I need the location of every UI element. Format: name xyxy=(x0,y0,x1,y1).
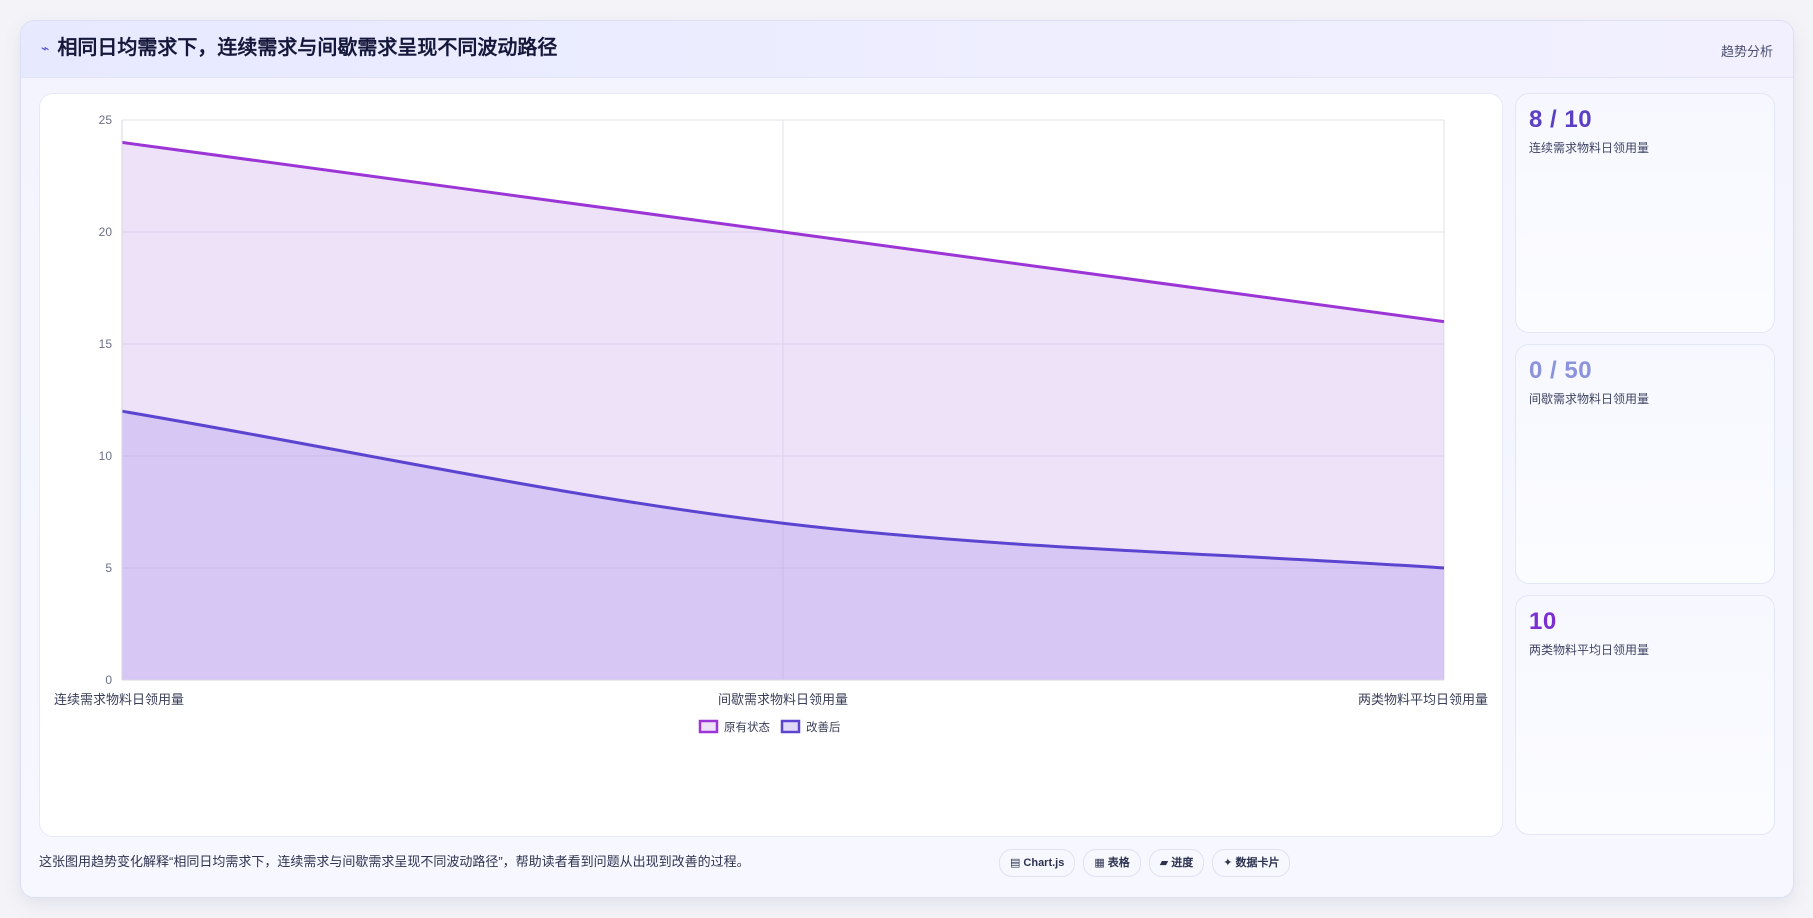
y-tick-label: 5 xyxy=(105,561,112,575)
chip-label: 表格 xyxy=(1107,857,1130,869)
kpi-card-intermittent: 0 / 50 间歇需求物料日领用量 xyxy=(1515,344,1775,584)
chart-card: 0 5 10 15 20 25 连续需求物料日领用量 间歇需求物料日领用量 两类物料平均日领用量… xyxy=(39,93,1503,837)
legend-swatch xyxy=(698,719,719,734)
x-tick-label: 两类物料平均日领用量 xyxy=(1358,692,1488,707)
kpi-value: 8 / 10 xyxy=(1529,106,1593,133)
chip-table[interactable]: ▦ 表格 xyxy=(1083,849,1141,877)
area-chart: 0 5 10 15 20 25 连续需求物料日领用量 间歇需求物料日领用量 两类物料平均日领用量… xyxy=(54,113,1488,734)
series-area-0 xyxy=(122,142,1444,680)
y-tick-label: 15 xyxy=(99,337,113,351)
chart-description: 这张图用趋势变化解释“相同日均需求下，连续需求与间歇需求呈现不同波动路径”，帮助… xyxy=(39,854,750,869)
y-tick-label: 20 xyxy=(99,225,113,239)
panel-header: ⌁ 相同日均需求下，连续需求与间歇需求呈现不同波动路径 趋势分析 xyxy=(21,21,1793,78)
y-tick-label: 0 xyxy=(105,673,112,687)
kpi-value: 0 / 50 xyxy=(1529,357,1593,384)
y-tick-label: 25 xyxy=(99,113,113,127)
legend-swatch xyxy=(780,719,801,734)
chart-icon: ▤ xyxy=(1010,857,1021,869)
kpi-value: 10 xyxy=(1529,608,1557,635)
x-tick-label: 连续需求物料日领用量 xyxy=(54,692,184,707)
kpi-label: 连续需求物料日领用量 xyxy=(1529,141,1650,155)
table-icon: ▦ xyxy=(1094,857,1105,869)
analysis-tag: 趋势分析 xyxy=(1720,44,1773,59)
x-tick-label: 间歇需求物料日领用量 xyxy=(718,692,848,707)
kpi-card-continuous: 8 / 10 连续需求物料日领用量 xyxy=(1515,93,1775,333)
legend-label: 改善后 xyxy=(806,720,841,734)
kpi-label: 两类物料平均日领用量 xyxy=(1529,643,1650,657)
chip-label: 数据卡片 xyxy=(1235,857,1280,869)
dashboard-panel: ⌁ 相同日均需求下，连续需求与间歇需求呈现不同波动路径 趋势分析 0 5 10 15 2… xyxy=(20,20,1794,898)
page-title: 相同日均需求下，连续需求与间歇需求呈现不同波动路径 xyxy=(57,37,558,59)
legend-label: 原有状态 xyxy=(724,720,770,734)
chip-progress[interactable]: ▰ 进度 xyxy=(1148,849,1205,877)
chip-label: Chart.js xyxy=(1023,857,1065,869)
progress-icon: ▰ xyxy=(1159,857,1169,869)
title-wrap: ⌁ 相同日均需求下，连续需求与间歇需求呈现不同波动路径 xyxy=(41,37,557,59)
y-tick-label: 10 xyxy=(99,449,113,463)
chip-row: ▤ Chart.js ▦ 表格 ▰ 进度 ✦ 数据卡片 xyxy=(999,849,1298,877)
chip-label: 进度 xyxy=(1171,857,1194,869)
card-icon: ✦ xyxy=(1223,857,1233,869)
kpi-label: 间歇需求物料日领用量 xyxy=(1529,392,1650,406)
series-area-1 xyxy=(122,411,1444,680)
kpi-card-average: 10 两类物料平均日领用量 xyxy=(1515,595,1775,835)
chip-cards[interactable]: ✦ 数据卡片 xyxy=(1212,849,1291,877)
trend-icon: ⌁ xyxy=(41,40,50,56)
chip-chartjs[interactable]: ▤ Chart.js xyxy=(999,849,1076,877)
